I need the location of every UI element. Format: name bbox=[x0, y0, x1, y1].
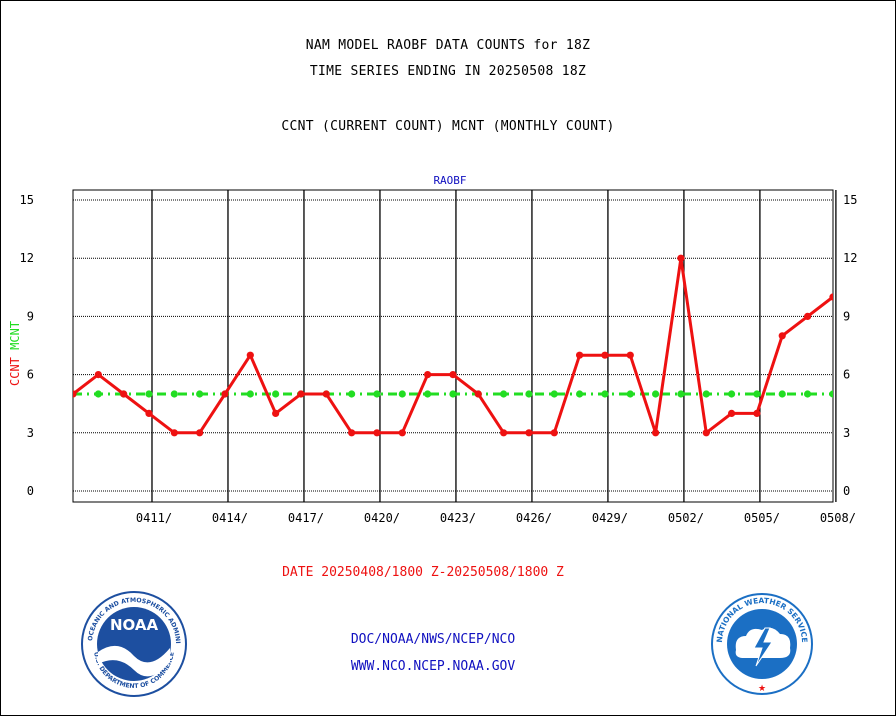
data-point-ccnt bbox=[246, 351, 254, 359]
data-point-mcnt bbox=[348, 390, 356, 398]
data-point-mcnt bbox=[727, 390, 736, 398]
x-tick-label: 0414/ bbox=[212, 511, 248, 525]
data-point-ccnt bbox=[297, 390, 305, 398]
noaa-logo[interactable]: NATIONAL OCEANIC AND ATMOSPHERIC ADMINIS… bbox=[80, 590, 188, 698]
series-mcnt bbox=[73, 390, 833, 398]
data-point-ccnt bbox=[94, 371, 102, 379]
y-tick-label-left: 3 bbox=[27, 426, 34, 440]
panel-title: RAOBF bbox=[433, 174, 466, 187]
y-tick-label-left: 15 bbox=[20, 193, 34, 207]
data-point-mcnt bbox=[145, 390, 153, 398]
y-tick-label-left: 6 bbox=[27, 368, 34, 382]
y-axis-label: CCNT MCNT bbox=[8, 321, 22, 386]
data-point-ccnt bbox=[73, 390, 77, 398]
y-tick-label-left: 12 bbox=[20, 251, 34, 265]
y-axis-label-ccnt: CCNT bbox=[8, 357, 22, 386]
y-tick-label-left: 0 bbox=[27, 484, 34, 498]
series-line-ccnt bbox=[73, 257, 833, 436]
data-point-ccnt bbox=[424, 371, 432, 379]
data-point-ccnt bbox=[120, 390, 128, 398]
chart-subtitle: CCNT (CURRENT COUNT) MCNT (MONTHLY COUNT… bbox=[281, 119, 615, 134]
data-point-mcnt bbox=[246, 390, 254, 398]
data-point-ccnt bbox=[474, 390, 482, 398]
data-point-mcnt bbox=[651, 390, 660, 398]
data-point-ccnt bbox=[651, 429, 660, 437]
data-point-mcnt bbox=[601, 390, 609, 398]
y-tick-label-right: 9 bbox=[843, 309, 850, 323]
y-tick-label-right: 12 bbox=[843, 251, 857, 265]
data-point-ccnt bbox=[576, 351, 584, 359]
y-tick-label-right: 3 bbox=[843, 426, 850, 440]
plot-area bbox=[72, 189, 834, 503]
x-tick-label: 0417/ bbox=[288, 511, 324, 525]
data-point-mcnt bbox=[803, 390, 812, 398]
x-tick-label: 0411/ bbox=[136, 511, 172, 525]
data-point-ccnt bbox=[829, 293, 833, 301]
data-point-mcnt bbox=[272, 390, 280, 398]
data-point-ccnt bbox=[322, 390, 330, 398]
data-point-mcnt bbox=[626, 390, 634, 398]
data-point-mcnt bbox=[525, 390, 533, 398]
data-point-mcnt bbox=[196, 390, 204, 398]
x-tick-label: 0426/ bbox=[516, 511, 552, 525]
data-point-ccnt bbox=[525, 429, 533, 437]
data-point-ccnt bbox=[727, 409, 736, 417]
data-point-ccnt bbox=[550, 429, 558, 437]
data-point-mcnt bbox=[576, 390, 584, 398]
data-point-mcnt bbox=[829, 390, 833, 398]
data-point-mcnt bbox=[373, 390, 381, 398]
y-tick-label-left: 9 bbox=[27, 309, 34, 323]
series-ccnt bbox=[73, 254, 833, 437]
data-point-ccnt bbox=[601, 351, 609, 359]
data-point-ccnt bbox=[348, 429, 356, 437]
star-icon: ★ bbox=[758, 684, 766, 694]
x-axis-date-range: DATE 20250408/1800 Z-20250508/1800 Z bbox=[282, 565, 564, 580]
x-tick-label: 0508/ bbox=[820, 511, 856, 525]
x-tick-label: 0429/ bbox=[592, 511, 628, 525]
data-point-ccnt bbox=[170, 429, 178, 437]
noaa-gull-icon bbox=[98, 645, 170, 677]
x-tick-label: 0423/ bbox=[440, 511, 476, 525]
footer-link-www[interactable]: WWW.NCO.NCEP.NOAA.GOV bbox=[350, 659, 516, 674]
data-point-ccnt bbox=[702, 429, 710, 437]
data-point-ccnt bbox=[449, 371, 457, 379]
data-point-mcnt bbox=[677, 390, 685, 398]
footer-link-doc[interactable]: DOC/NOAA/NWS/NCEP/NCO bbox=[350, 632, 516, 647]
x-tick-label: 0420/ bbox=[364, 511, 400, 525]
data-point-mcnt bbox=[500, 390, 508, 398]
data-point-mcnt bbox=[94, 390, 102, 398]
data-point-ccnt bbox=[373, 429, 381, 437]
data-point-ccnt bbox=[272, 409, 280, 417]
data-point-mcnt bbox=[778, 390, 786, 398]
chart-title-line1: NAM MODEL RAOBF DATA COUNTS for 18Z bbox=[305, 38, 591, 53]
data-point-ccnt bbox=[500, 429, 508, 437]
data-point-mcnt bbox=[753, 390, 761, 398]
data-point-mcnt bbox=[424, 390, 432, 398]
data-point-ccnt bbox=[398, 429, 406, 437]
lightning-icon bbox=[753, 627, 773, 667]
nws-logo[interactable]: NATIONAL WEATHER SERVICE ★ bbox=[710, 592, 814, 696]
data-point-ccnt bbox=[626, 351, 634, 359]
y-tick-label-right: 6 bbox=[843, 368, 850, 382]
y-tick-label-right: 0 bbox=[843, 484, 850, 498]
y-tick-label-right: 15 bbox=[843, 193, 857, 207]
x-tick-label: 0502/ bbox=[668, 511, 704, 525]
noaa-logo-text: NOAA bbox=[110, 616, 159, 634]
data-point-ccnt bbox=[677, 254, 685, 262]
data-point-ccnt bbox=[221, 390, 229, 398]
data-point-ccnt bbox=[753, 409, 761, 417]
data-point-ccnt bbox=[803, 312, 812, 320]
y-axis-label-mcnt: MCNT bbox=[8, 321, 22, 357]
data-point-mcnt bbox=[449, 390, 457, 398]
data-point-ccnt bbox=[196, 429, 204, 437]
chart-title-line2: TIME SERIES ENDING IN 20250508 18Z bbox=[309, 64, 587, 79]
data-point-mcnt bbox=[170, 390, 178, 398]
x-tick-label: 0505/ bbox=[744, 511, 780, 525]
data-point-mcnt bbox=[702, 390, 710, 398]
data-point-mcnt bbox=[550, 390, 558, 398]
data-point-ccnt bbox=[145, 409, 153, 417]
data-point-mcnt bbox=[398, 390, 406, 398]
data-point-ccnt bbox=[778, 332, 786, 340]
